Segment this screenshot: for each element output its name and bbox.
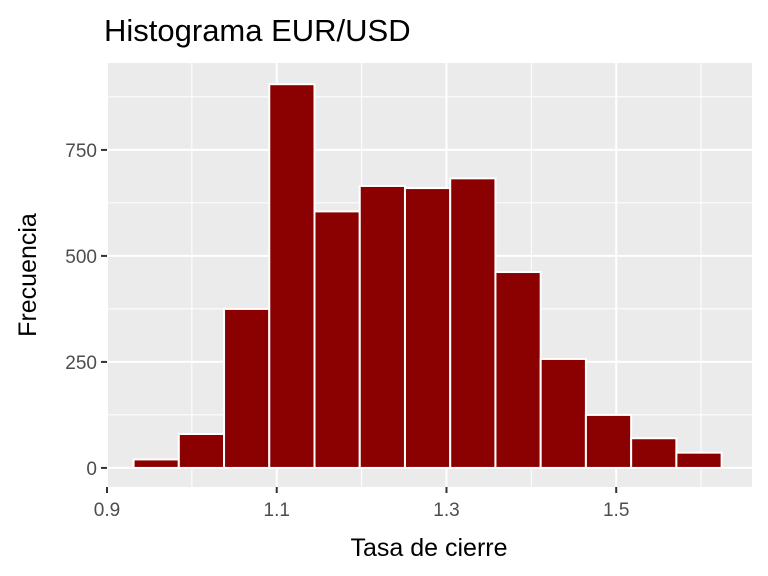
histogram-bar-13 bbox=[675, 451, 723, 469]
y-axis: 0 250 500 750 bbox=[65, 141, 107, 480]
histogram-bar-8 bbox=[449, 177, 497, 469]
histogram-bar-3 bbox=[223, 307, 271, 469]
histogram-bar-10 bbox=[539, 357, 587, 469]
x-tick-label: 1.3 bbox=[433, 500, 459, 521]
y-tick-label: 500 bbox=[65, 247, 97, 268]
x-tick-label: 0.9 bbox=[94, 500, 120, 521]
histogram-bar-11 bbox=[584, 413, 633, 469]
histogram-bar-1 bbox=[132, 458, 180, 469]
histogram-bar-7 bbox=[403, 187, 452, 469]
x-tick-label: 1.5 bbox=[603, 500, 629, 521]
y-axis-title: Frecuencia bbox=[14, 213, 42, 337]
y-tick-label: 750 bbox=[65, 141, 97, 162]
x-axis: 0.9 1.1 1.3 1.5 bbox=[94, 487, 629, 521]
y-tick-label: 250 bbox=[65, 353, 97, 374]
histogram-bar-9 bbox=[494, 271, 542, 469]
histogram-bar-5 bbox=[313, 210, 361, 469]
x-tick-label: 1.1 bbox=[264, 500, 290, 521]
histogram-bars bbox=[132, 83, 723, 469]
y-tick-label: 0 bbox=[86, 459, 97, 480]
histogram-bar-6 bbox=[358, 184, 406, 469]
x-axis-title: Tasa de cierre bbox=[350, 534, 507, 562]
histogram-bar-4 bbox=[268, 83, 316, 469]
chart-title: Histograma EUR/USD bbox=[104, 13, 411, 48]
histogram-bar-12 bbox=[630, 437, 678, 469]
histogram-bar-2 bbox=[177, 433, 226, 469]
